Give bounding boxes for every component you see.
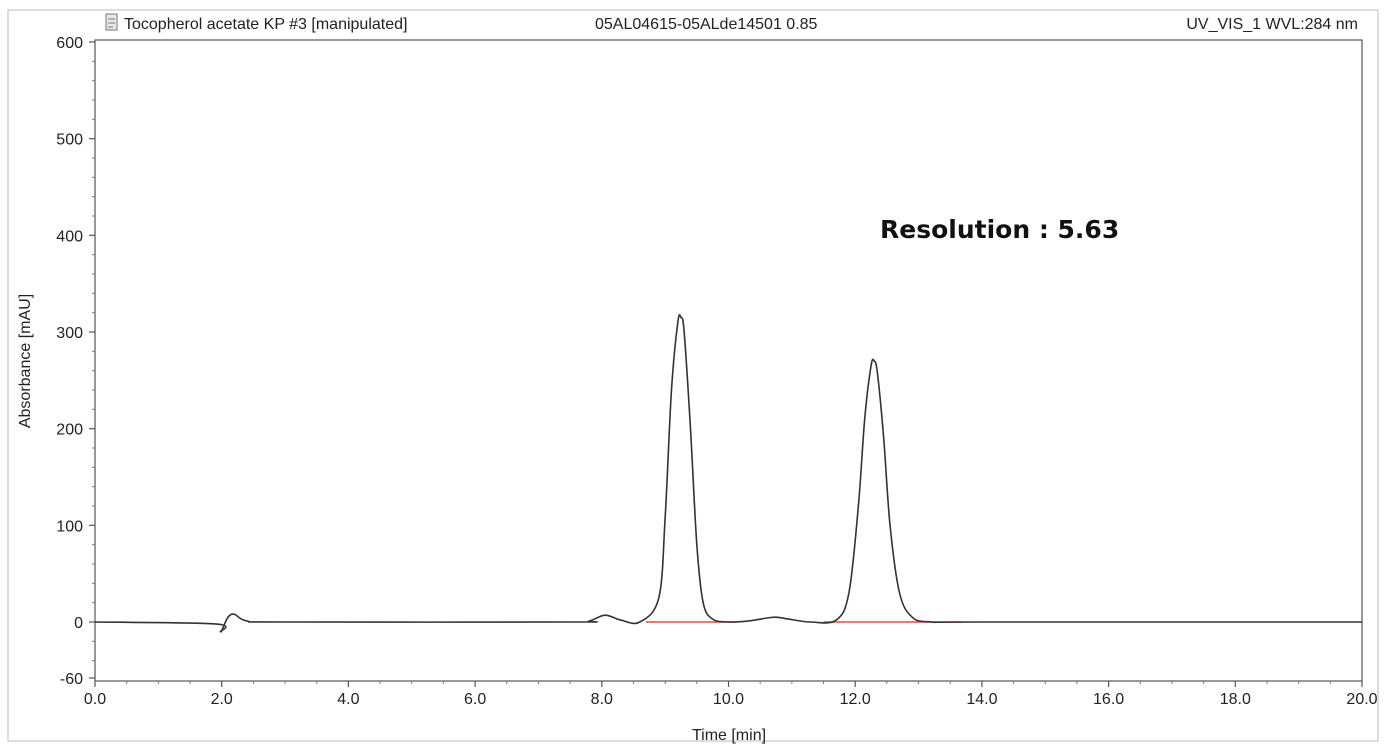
absorbance-trace: [94, 313, 1362, 633]
x-tick-label: 10.0: [713, 691, 744, 708]
chart-border: [7, 9, 1379, 742]
x-axis: 0.0 2.0 4.0 6.0 8.0 10.0 12.0 14.0 16.0 18.0 20.0: [84, 681, 1378, 708]
y-tick-label: 200: [56, 422, 83, 439]
plot-frame: [94, 39, 1363, 682]
x-tick-label: 4.0: [337, 691, 359, 708]
x-tick-label: 8.0: [591, 691, 613, 708]
x-tick-label: 18.0: [1220, 691, 1251, 708]
x-axis-title: Time [min]: [692, 727, 766, 744]
x-tick-label: 2.0: [211, 691, 233, 708]
x-tick-label: 6.0: [464, 691, 486, 708]
y-tick-label: 100: [56, 518, 83, 535]
y-tick-label: 500: [56, 132, 83, 149]
document-icon: [105, 13, 118, 31]
x-tick-label: 20.0: [1346, 691, 1377, 708]
x-tick-label: 0.0: [84, 691, 106, 708]
y-tick-label: 400: [56, 228, 83, 245]
y-axis-title: Absorbance [mAU]: [17, 294, 34, 428]
sample-name: Tocopherol acetate KP #3 [manipulated]: [124, 16, 407, 33]
x-tick-label: 12.0: [840, 691, 871, 708]
y-tick-label: 0: [74, 615, 83, 632]
y-tick-label: 600: [56, 35, 83, 52]
y-tick-label: 300: [56, 325, 83, 342]
channel-info: UV_VIS_1 WVL:284 nm: [1186, 16, 1358, 33]
resolution-annotation: Resolution : 5.63: [880, 215, 1119, 244]
y-tick-label: -60: [60, 671, 83, 688]
x-tick-label: 14.0: [966, 691, 997, 708]
x-tick-label: 16.0: [1093, 691, 1124, 708]
y-axis: -60 0 100 200 300 400 500 600: [56, 35, 95, 688]
sequence-info: 05AL04615-05ALde14501 0.85: [595, 16, 818, 33]
